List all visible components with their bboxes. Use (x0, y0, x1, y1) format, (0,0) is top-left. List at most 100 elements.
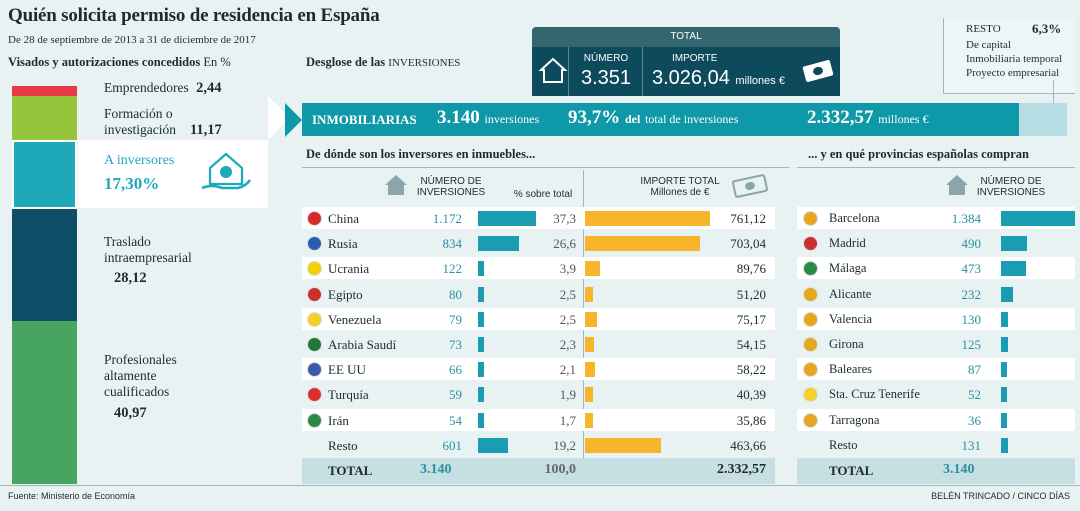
province-flag-icon (803, 387, 818, 403)
desglose-title: Desglose de las INVERSIONES (306, 55, 461, 69)
province-row: Barcelona 1.384 (797, 207, 1075, 229)
country-numero-bar (478, 362, 484, 378)
provinces-total-label: TOTAL (829, 463, 874, 478)
province-flag-icon (803, 211, 818, 226)
country-numero-bar (478, 211, 536, 226)
province-row: Tarragona 36 (797, 408, 1075, 431)
province-numero: 130 (961, 311, 982, 327)
country-flag-icon (307, 261, 322, 277)
inmo-count: 3.140 inversiones (437, 107, 540, 128)
visa-label-profesionales: Profesionales altamente cualificados (104, 352, 177, 399)
origin-money-icon (732, 174, 768, 198)
country-numero: 601 (442, 437, 463, 453)
province-numero-bar (1001, 362, 1007, 378)
country-name: Ucrania (328, 261, 370, 277)
province-numero: 125 (961, 337, 982, 352)
visa-label-traslado: Traslado intraempresarial (104, 234, 192, 265)
country-importe-bar (585, 236, 700, 252)
country-importe: 761,12 (730, 211, 766, 226)
origin-row: Irán 54 1,7 35,86 (302, 408, 775, 431)
highlight-arrow (268, 96, 290, 140)
resto-label: RESTO (966, 23, 1001, 35)
province-flag-icon (803, 261, 818, 277)
origin-total-row: TOTAL 3.140 100,0 2.332,57 (302, 458, 775, 484)
country-pct: 2,5 (559, 311, 576, 327)
country-name: China (328, 211, 360, 226)
origin-row: Egipto 80 2,5 51,20 (302, 283, 775, 305)
visa-value-inversores: 17,30% (104, 174, 160, 193)
page-title: Quién solicita permiso de residencia en … (8, 5, 380, 26)
province-row: Málaga 473 (797, 257, 1075, 280)
house-icon (538, 57, 568, 83)
country-numero-bar (478, 337, 484, 352)
visas-title: Visados y autorizaciones concedidos En % (8, 55, 231, 69)
origin-total-numero: 3.140 (420, 462, 452, 477)
total-numero-label: NÚMERO (583, 53, 629, 64)
origin-col-pct: % sobre total (513, 189, 573, 200)
visa-value-profesionales: 40,97 (114, 405, 147, 421)
country-name: Turquía (328, 387, 369, 403)
province-flag-icon (803, 337, 818, 352)
province-flag-icon (803, 286, 818, 302)
province-numero: 36 (968, 412, 981, 428)
provinces-title: ... y en qué provincias españolas compra… (808, 147, 1029, 161)
country-numero: 1.172 (432, 211, 462, 226)
visa-bar-segment (12, 209, 77, 321)
country-pct: 2,5 (559, 286, 576, 302)
country-name: EE UU (328, 362, 366, 378)
inmobiliarias-bar: INMOBILIARIAS 3.140 inversiones 93,7% de… (302, 103, 1067, 136)
country-name: Irán (328, 412, 349, 428)
country-flag-icon (307, 286, 322, 302)
province-numero-bar (1001, 286, 1013, 302)
province-numero: 87 (968, 362, 981, 378)
visa-label-inversores: A inversores (104, 153, 175, 168)
origin-row: China 1.172 37,3 761,12 (302, 207, 775, 229)
origin-row: Rusia 834 26,6 703,04 (302, 232, 775, 254)
province-flag-icon (803, 236, 818, 252)
provinces-total-row: TOTAL 3.140 (797, 458, 1075, 484)
country-numero: 66 (449, 362, 462, 378)
province-name: Resto (829, 437, 858, 452)
country-importe: 35,86 (736, 412, 766, 428)
visa-bar-segment (12, 96, 77, 140)
country-importe: 463,66 (730, 437, 766, 453)
inmo-label: INMOBILIARIAS (312, 112, 417, 127)
house-euro-icon (201, 152, 252, 190)
country-importe-bar (585, 437, 661, 453)
province-numero-bar (1001, 337, 1008, 352)
country-importe-bar (585, 337, 594, 352)
country-name: Venezuela (328, 311, 382, 327)
province-row: Resto 131 (797, 434, 1075, 456)
province-name: Valencia (829, 311, 873, 326)
country-importe-bar (585, 211, 710, 226)
province-numero: 490 (961, 236, 982, 252)
country-pct: 1,9 (559, 387, 576, 403)
country-importe-bar (585, 387, 593, 403)
visa-bar-segment (12, 86, 77, 96)
inversores-highlight (78, 140, 268, 208)
country-numero-bar (478, 261, 484, 277)
province-flag-icon (803, 362, 818, 378)
country-numero: 80 (449, 286, 462, 302)
origin-row: Resto 601 19,2 463,66 (302, 434, 775, 456)
province-numero: 52 (968, 387, 981, 403)
origin-row: Turquía 59 1,9 40,39 (302, 383, 775, 405)
inmo-arrow (285, 103, 302, 137)
country-numero: 54 (449, 412, 462, 428)
total-numero-value: 3.351 (580, 67, 632, 89)
province-name: Sta. Cruz Tenerife (829, 387, 920, 402)
province-numero-bar (1001, 387, 1007, 403)
province-numero-bar (1001, 437, 1008, 453)
origin-row: Venezuela 79 2,5 75,17 (302, 307, 775, 330)
country-flag-icon (307, 311, 322, 327)
province-name: Baleares (829, 362, 873, 377)
country-pct: 1,7 (559, 412, 576, 428)
province-numero-bar (1001, 311, 1008, 327)
country-numero: 59 (449, 387, 462, 403)
page-subtitle: De 28 de septiembre de 2013 a 31 de dici… (8, 34, 256, 46)
province-numero: 1.384 (951, 211, 981, 226)
province-name: Madrid (829, 236, 866, 251)
country-pct: 26,6 (553, 236, 576, 252)
country-pct: 37,3 (553, 211, 576, 226)
province-numero: 131 (961, 437, 982, 453)
